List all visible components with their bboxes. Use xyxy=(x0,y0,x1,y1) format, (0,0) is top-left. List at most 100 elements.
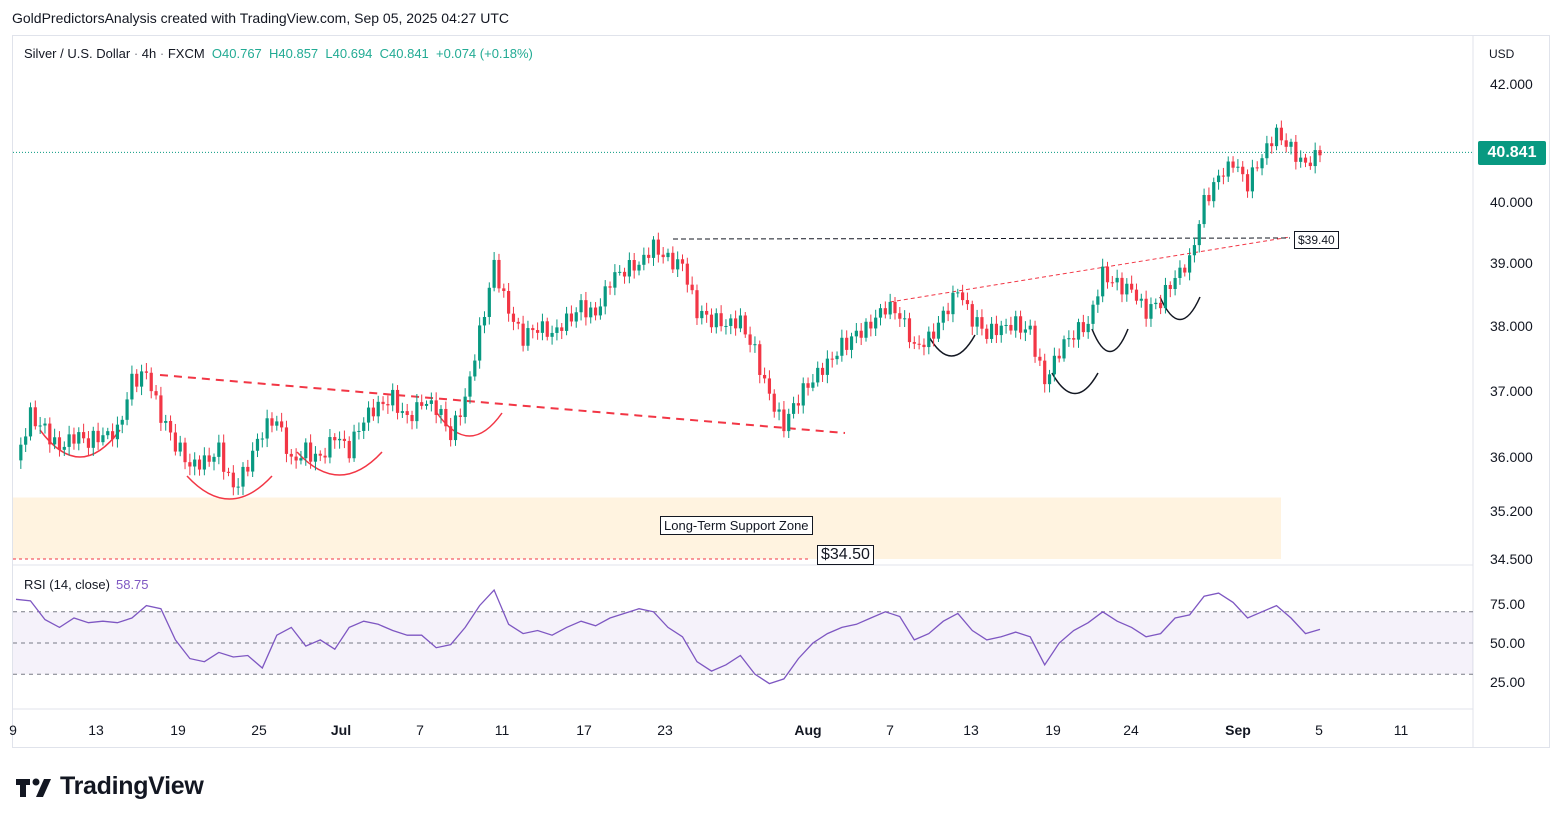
candle-body xyxy=(859,330,863,338)
candle-body xyxy=(106,431,110,436)
candle-body xyxy=(207,455,211,462)
price-tick-label: 38.000 xyxy=(1490,318,1533,334)
candle-body xyxy=(618,271,622,273)
change-value: +0.074 (+0.18%) xyxy=(436,46,533,61)
candle-body xyxy=(1245,174,1250,192)
candle-body xyxy=(473,360,477,377)
candle-body xyxy=(719,313,723,327)
candle-body xyxy=(91,430,95,448)
candle-body xyxy=(260,438,264,440)
candle-body xyxy=(714,313,718,328)
candle-body xyxy=(1284,140,1288,147)
candle-body xyxy=(801,383,805,406)
candle-body xyxy=(1231,161,1235,168)
candle-body xyxy=(164,420,168,423)
tradingview-logo[interactable]: TradingView xyxy=(14,772,204,801)
candle-body xyxy=(337,438,342,441)
candle-body xyxy=(680,259,685,264)
candle-body xyxy=(738,315,743,329)
candle-body xyxy=(564,313,569,331)
rsi-title[interactable]: RSI (14, close) xyxy=(24,577,110,592)
price-tick-label: 37.000 xyxy=(1490,383,1533,399)
candle-body xyxy=(598,306,602,316)
candle-body xyxy=(811,382,815,388)
resistance-line xyxy=(672,237,1291,240)
candle-body xyxy=(275,421,279,426)
candle-body xyxy=(932,331,936,339)
candle-body xyxy=(1212,182,1216,202)
candle-body xyxy=(1207,194,1211,202)
interval-label[interactable]: 4h xyxy=(141,46,157,61)
candle-body xyxy=(705,310,709,315)
candle-body xyxy=(970,304,974,327)
candle-body xyxy=(1255,167,1259,169)
candle-body xyxy=(38,425,42,427)
candle-body xyxy=(1043,360,1047,385)
rsi-tick-label: 25.00 xyxy=(1490,674,1525,690)
currency-label[interactable]: USD xyxy=(1489,47,1515,61)
time-tick-label: Jul xyxy=(331,722,351,738)
low-value: L40.694 xyxy=(325,46,373,61)
candle-body xyxy=(1216,175,1221,183)
candle-body xyxy=(231,472,235,488)
candle-body xyxy=(497,259,501,289)
candle-body xyxy=(613,272,617,288)
candle-body xyxy=(1014,316,1018,331)
candle-body xyxy=(57,437,62,450)
candle-body xyxy=(1105,266,1110,283)
candle-body xyxy=(1125,283,1129,295)
candle-body xyxy=(666,252,670,258)
candle-body xyxy=(1086,323,1090,333)
attribution-header: GoldPredictorsAnalysis created with Trad… xyxy=(12,10,509,26)
time-tick-label: 7 xyxy=(416,722,424,738)
candle-body xyxy=(347,440,351,459)
candle-body xyxy=(1154,302,1158,305)
candle-body xyxy=(139,371,144,387)
candle-body xyxy=(994,323,999,336)
time-tick-label: Sep xyxy=(1225,722,1251,738)
candle-body xyxy=(434,400,438,415)
candle-body xyxy=(376,401,380,417)
rsi-tick-label: 50.00 xyxy=(1490,635,1525,651)
candle-body xyxy=(328,437,332,458)
symbol-name[interactable]: Silver / U.S. Dollar xyxy=(24,46,131,61)
candle-body xyxy=(67,434,71,447)
candle-body xyxy=(352,431,356,459)
candle-body xyxy=(178,442,182,452)
pattern-arc-5 xyxy=(1051,372,1099,394)
time-tick-label: 5 xyxy=(1315,722,1323,738)
candle-body xyxy=(1009,324,1013,331)
candle-body xyxy=(96,430,100,443)
candle-body xyxy=(521,323,525,346)
candle-body xyxy=(791,403,796,414)
candle-body xyxy=(453,415,458,441)
candle-body xyxy=(1139,298,1143,301)
candle-body xyxy=(907,318,912,343)
candle-body xyxy=(241,466,245,487)
tradingview-logo-icon xyxy=(16,778,51,797)
candle-body xyxy=(362,422,366,431)
candle-body xyxy=(62,446,66,450)
candle-body xyxy=(502,288,506,292)
candle-body xyxy=(545,321,549,337)
candle-body xyxy=(183,442,187,463)
candle-body xyxy=(1178,267,1182,278)
candle-body xyxy=(188,462,192,467)
rsi-legend: RSI (14, close) 58.75 xyxy=(24,577,149,592)
candle-body xyxy=(511,313,516,322)
candle-body xyxy=(985,328,989,339)
candle-body xyxy=(251,450,255,472)
candle-body xyxy=(1236,166,1240,168)
candle-body xyxy=(492,259,496,288)
candle-body xyxy=(980,317,984,329)
candle-body xyxy=(637,264,641,271)
rsi-line xyxy=(15,588,1321,685)
candle-body xyxy=(1101,266,1105,297)
candle-body xyxy=(1057,355,1061,359)
candle-body xyxy=(579,300,583,313)
candle-body xyxy=(371,407,375,417)
candle-body xyxy=(989,323,994,339)
tradingview-logo-text: TradingView xyxy=(60,772,204,800)
candle-body xyxy=(1270,143,1274,147)
